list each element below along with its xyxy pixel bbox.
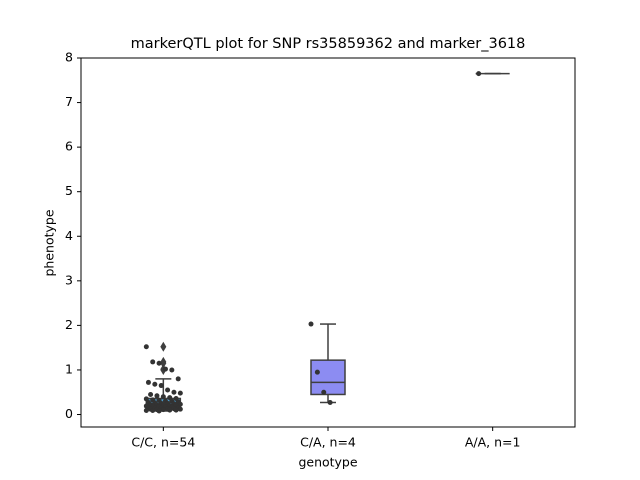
- y-tick-label: 7: [65, 94, 73, 109]
- point: [175, 376, 181, 382]
- point: [165, 387, 171, 393]
- point: [154, 393, 160, 399]
- point: [327, 399, 333, 405]
- y-tick-label: 3: [65, 272, 73, 287]
- x-axis-label: genotype: [298, 455, 357, 470]
- y-tick-label: 0: [65, 406, 73, 421]
- point: [143, 408, 149, 414]
- y-tick-label: 5: [65, 183, 73, 198]
- point: [177, 406, 183, 412]
- x-tick-label: C/A, n=4: [300, 435, 356, 450]
- point: [156, 408, 162, 414]
- y-tick-label: 6: [65, 139, 73, 154]
- outlier: [160, 358, 167, 369]
- y-axis-label: phenotype: [42, 209, 57, 276]
- point: [308, 321, 314, 327]
- point: [169, 367, 175, 373]
- chart-title: markerQTL plot for SNP rs35859362 and ma…: [131, 36, 526, 52]
- point: [158, 383, 164, 389]
- point: [143, 344, 149, 350]
- point: [321, 389, 327, 395]
- y-tick-label: 1: [65, 361, 73, 376]
- y-tick-label: 8: [65, 50, 73, 65]
- point: [150, 359, 156, 365]
- point: [162, 366, 168, 372]
- outlier: [160, 341, 167, 352]
- point: [148, 391, 154, 397]
- point: [177, 390, 183, 396]
- y-tick-label: 4: [65, 228, 73, 243]
- y-tick-label: 2: [65, 317, 73, 332]
- x-tick-label: C/C, n=54: [131, 435, 195, 450]
- box: [310, 359, 346, 396]
- point: [150, 408, 156, 414]
- point: [171, 389, 177, 395]
- point: [314, 369, 320, 375]
- point: [145, 379, 151, 385]
- point: [156, 360, 162, 366]
- point: [160, 407, 166, 413]
- plot-frame: [80, 57, 576, 428]
- point: [152, 381, 158, 387]
- x-tick-label: A/A, n=1: [465, 435, 521, 450]
- point: [476, 71, 482, 77]
- point: [173, 407, 179, 413]
- point: [160, 394, 166, 400]
- point: [167, 407, 173, 413]
